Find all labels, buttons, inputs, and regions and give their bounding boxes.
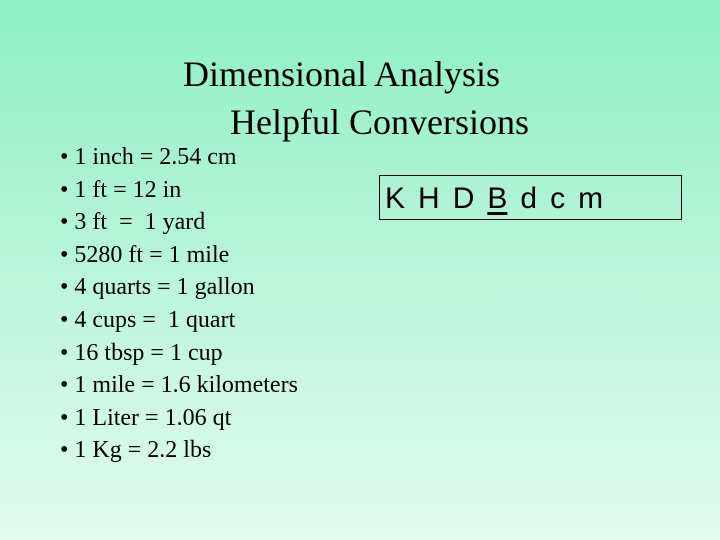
title-line-2: Helpful Conversions [230, 102, 529, 142]
bullet: • [60, 306, 69, 333]
bullet: • [60, 176, 69, 203]
bullet: • [60, 404, 69, 431]
list-item: • 3 ft = 1 yard [60, 209, 206, 236]
list-item: • 1 Liter = 1.06 qt [60, 404, 232, 431]
prefix-base: B [487, 182, 508, 215]
title-line-1: Dimensional Analysis [183, 54, 500, 94]
list-item: • 4 quarts = 1 gallon [60, 274, 255, 301]
list-item: • 1 mile = 1.6 kilometers [60, 372, 298, 399]
prefix-hecto: H [418, 182, 440, 215]
prefix-centi: c [550, 182, 566, 215]
bullet: • [60, 339, 69, 366]
prefix-deka: D [452, 182, 475, 215]
prefix-kilo: K [385, 182, 406, 215]
bullet: • [60, 209, 69, 236]
list-item: • 1 inch = 2.54 cm [60, 144, 237, 170]
prefix-deci: d [520, 182, 538, 215]
list-item: • 1 ft = 12 in [60, 176, 182, 203]
bullet: • [60, 372, 69, 399]
conversion-list: • 1 inch = 2.54 cm • 1 ft = 12 in • 3 ft… [60, 141, 298, 467]
list-item: • 5280 ft = 1 mile [60, 241, 230, 268]
bullet: • [60, 274, 69, 301]
prefix-milli: m [578, 182, 604, 215]
bullet: • [60, 241, 69, 268]
list-item: • 4 cups = 1 quart [60, 306, 236, 333]
list-item: • 1 Kg = 2.2 lbs [60, 437, 212, 464]
bullet: • [60, 437, 69, 464]
list-item: • 16 tbsp = 1 cup [60, 339, 223, 366]
bullet: • [60, 144, 69, 170]
